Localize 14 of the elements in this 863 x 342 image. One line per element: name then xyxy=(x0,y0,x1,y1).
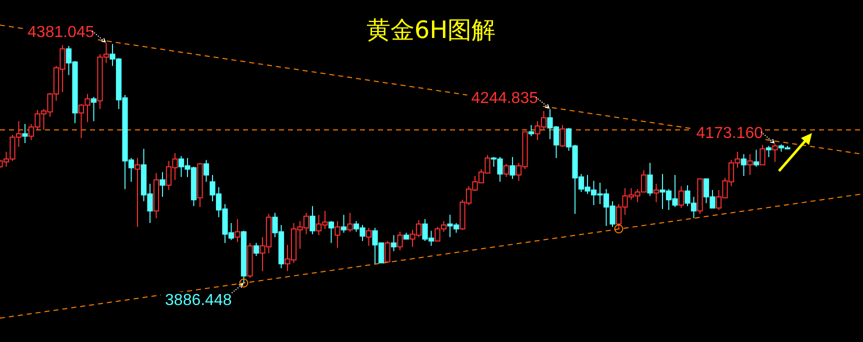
candlestick xyxy=(747,154,753,176)
candlestick xyxy=(160,172,166,198)
candlestick xyxy=(334,220,340,248)
candlestick xyxy=(22,124,28,144)
text: 4244.835 xyxy=(471,90,538,108)
candlestick xyxy=(234,218,240,242)
candlestick xyxy=(153,172,160,219)
candlestick xyxy=(653,183,660,203)
text: 4381.045 xyxy=(28,24,94,41)
text: 3886.448 xyxy=(165,292,232,309)
candlestick xyxy=(134,158,140,228)
text: 4173.160 xyxy=(696,124,763,142)
chart-title: 黄金6H图解 xyxy=(366,16,496,44)
candlestick xyxy=(740,154,747,176)
